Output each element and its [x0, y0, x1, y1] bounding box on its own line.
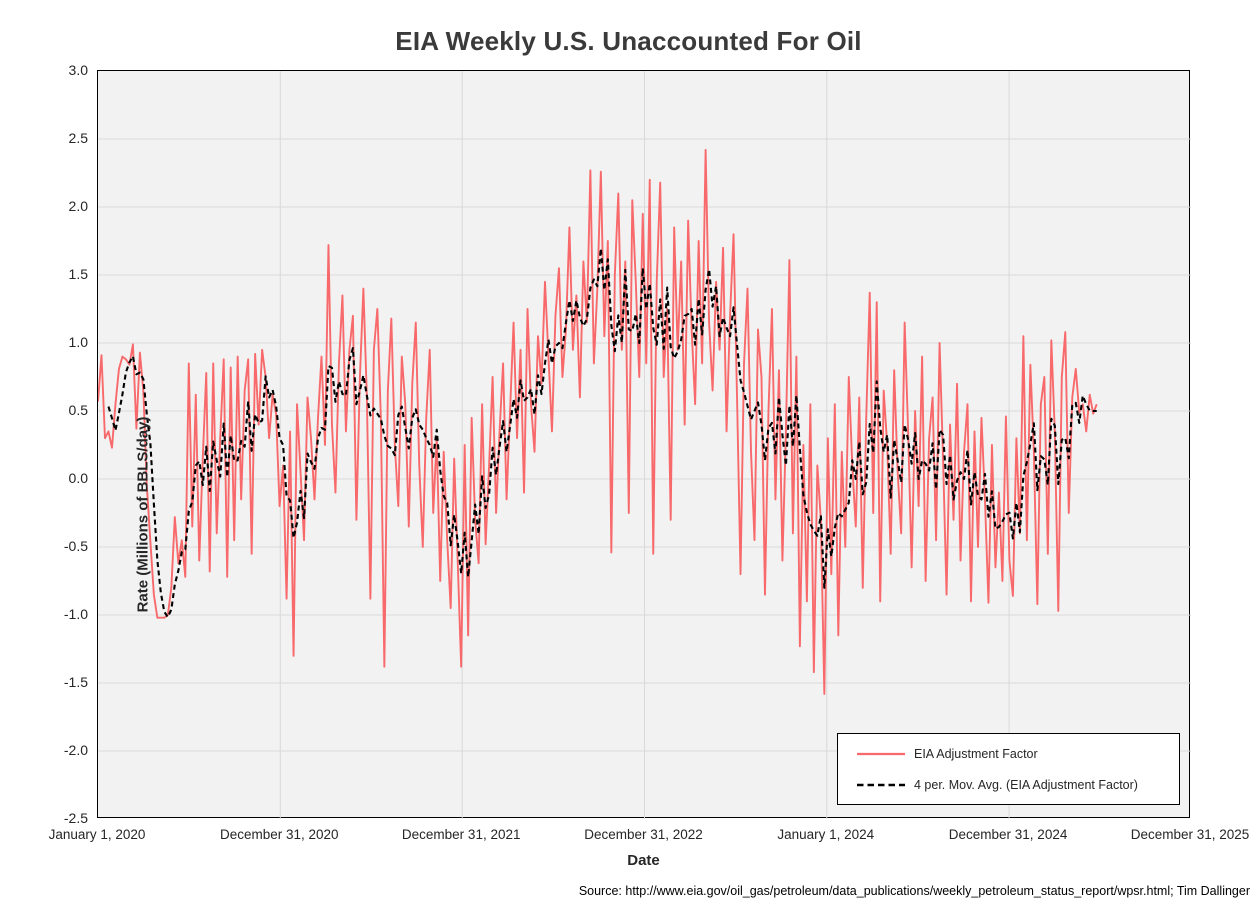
x-tick-label: December 31, 2021 — [401, 827, 521, 842]
series-line-4-per-moving-average — [107, 247, 1097, 619]
plot-area: Rate (Millions of BBLS/day) — [97, 70, 1191, 819]
y-tick-label: -2.0 — [63, 742, 88, 758]
legend-item-moving-average: 4 per. Mov. Avg. (EIA Adjustment Factor) — [856, 773, 1179, 797]
y-tick-label: 2.0 — [68, 198, 88, 214]
x-tick-label: December 31, 2024 — [948, 827, 1068, 842]
plot-canvas — [98, 71, 1191, 819]
y-tick-label: 2.5 — [68, 130, 88, 146]
legend-dashed-black-line-icon — [857, 783, 905, 786]
y-axis-title: Rate (Millions of BBLS/day) — [134, 416, 152, 613]
y-tick-label: 3.0 — [68, 62, 88, 78]
y-tick-label: 0.5 — [68, 402, 88, 418]
y-tick-label: 1.5 — [68, 266, 88, 282]
x-tick-label: January 1, 2020 — [48, 827, 146, 842]
legend-label: EIA Adjustment Factor — [914, 746, 1038, 761]
chart-title: EIA Weekly U.S. Unaccounted For Oil — [395, 26, 862, 56]
series-line-eia-adjustment-factor — [98, 148, 1098, 695]
y-tick-label: -1.0 — [63, 606, 88, 622]
x-tick-label: January 1, 2024 — [777, 827, 875, 842]
x-tick-label: December 31, 2022 — [584, 827, 703, 842]
source-note: Source: http://www.eia.gov/oil_gas/petro… — [578, 884, 1250, 898]
x-axis-title: Date — [627, 852, 660, 869]
legend-label: 4 per. Mov. Avg. (EIA Adjustment Factor) — [914, 777, 1138, 792]
y-tick-label: -1.5 — [63, 674, 88, 690]
y-tick-label: 0.0 — [68, 470, 88, 486]
y-tick-label: -2.5 — [63, 810, 88, 826]
legend-item-eia-adjustment-factor: EIA Adjustment Factor — [856, 742, 1179, 766]
x-tick-label: December 31, 2025 — [1130, 827, 1250, 842]
legend: EIA Adjustment Factor 4 per. Mov. Avg. (… — [837, 733, 1180, 805]
y-tick-label: -0.5 — [63, 538, 88, 554]
y-tick-label: 1.0 — [68, 334, 88, 350]
x-tick-label: December 31, 2020 — [219, 827, 339, 842]
legend-solid-red-line-icon — [857, 752, 905, 755]
